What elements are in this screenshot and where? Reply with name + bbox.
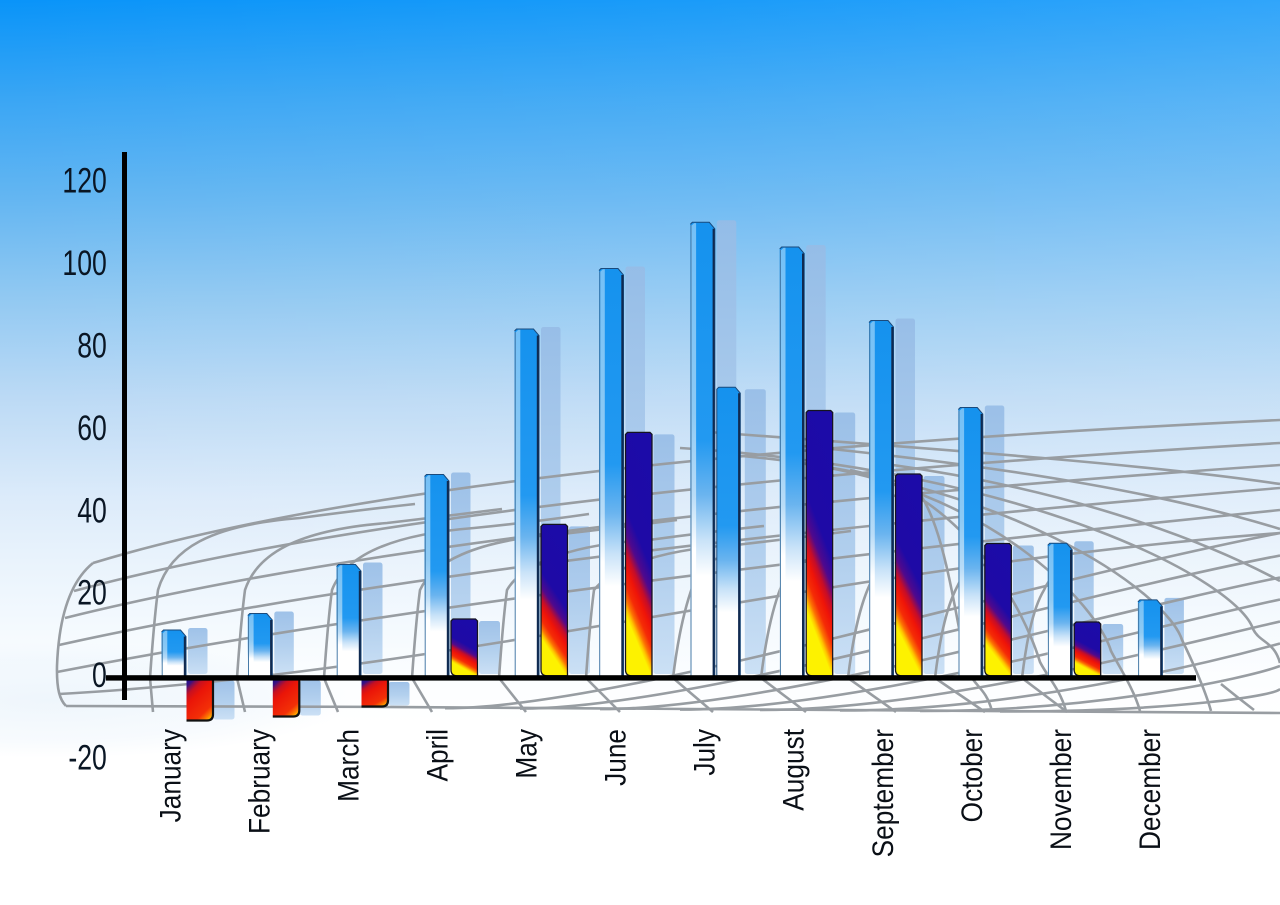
svg-text:60: 60 <box>77 408 107 447</box>
svg-text:December: December <box>1132 729 1166 850</box>
svg-text:June: June <box>598 729 632 786</box>
svg-text:80: 80 <box>77 326 107 365</box>
svg-text:40: 40 <box>77 491 107 530</box>
svg-text:September: September <box>865 729 899 857</box>
svg-text:July: July <box>687 728 721 776</box>
svg-text:March: March <box>331 729 365 802</box>
svg-text:August: August <box>776 729 810 811</box>
svg-text:January: January <box>153 728 187 822</box>
svg-text:0: 0 <box>92 656 107 695</box>
svg-text:October: October <box>954 729 988 822</box>
svg-text:November: November <box>1043 729 1077 850</box>
svg-text:-20: -20 <box>68 738 106 777</box>
svg-text:100: 100 <box>62 244 106 283</box>
svg-text:120: 120 <box>62 161 106 200</box>
svg-text:May: May <box>509 728 543 778</box>
svg-text:20: 20 <box>77 573 107 612</box>
svg-text:April: April <box>420 729 454 781</box>
svg-text:February: February <box>242 728 276 834</box>
